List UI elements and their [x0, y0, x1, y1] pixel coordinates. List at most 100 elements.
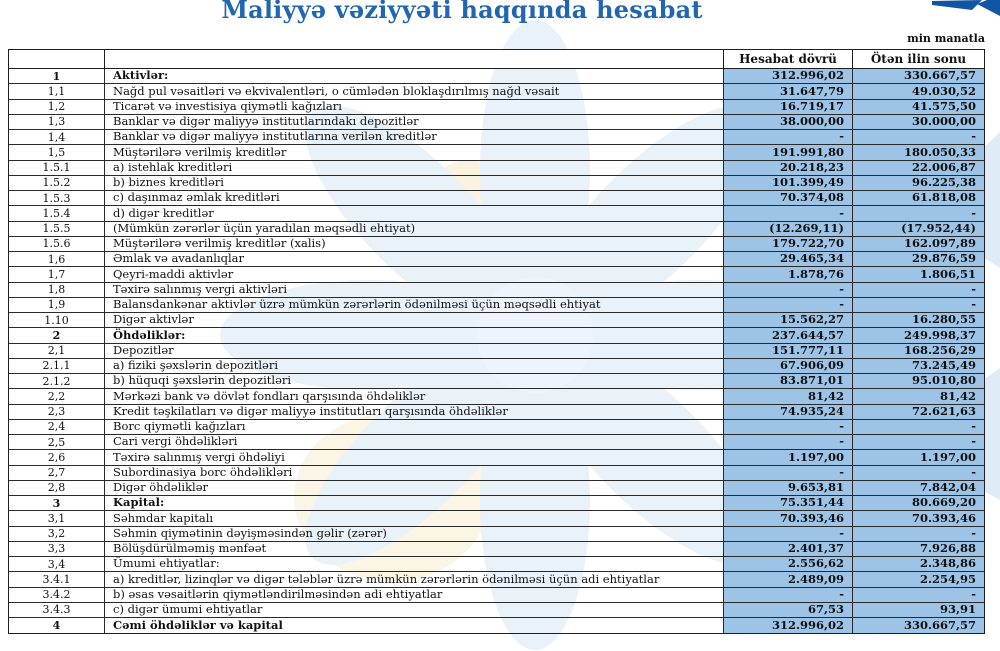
table-row: 1,5 Müştərilərə verilmiş kreditlər 191.9…	[9, 145, 984, 161]
row-value-previous: 61.818,08	[852, 191, 984, 206]
table-row: 3.4.2 b) əsas vəsaitlərin qiymətləndiril…	[9, 587, 984, 603]
row-value-period: -	[723, 419, 852, 434]
row-label: Bölüşdürülməmiş mənfəət	[104, 541, 723, 556]
row-value-period: 75.351,44	[723, 496, 852, 511]
row-label: Ümumi ehtiyatlar:	[104, 557, 723, 572]
header-previous: Ötən ilin sonu	[852, 50, 984, 68]
row-label: Subordinasiya borc öhdəlikləri	[104, 465, 723, 480]
row-label: b) hüquqi şəxslərin depozitləri	[104, 374, 723, 389]
row-value-previous: 95.010,80	[852, 374, 984, 389]
row-number: 1,7	[47, 267, 66, 281]
row-value-previous: -	[852, 282, 984, 297]
row-value-previous: -	[852, 206, 984, 221]
table-row: 1.5.2 b) biznes kreditləri 101.399,49 96…	[9, 175, 984, 191]
table-row: 1,4 Banklar və digər maliyyə institutlar…	[9, 130, 984, 146]
row-number: 3,2	[47, 527, 66, 541]
row-label: a) kreditlər, lizinqlər və digər tələblə…	[104, 572, 723, 587]
row-number: 3,1	[47, 511, 66, 525]
row-value-previous: -	[852, 526, 984, 541]
row-number: 3,3	[47, 542, 66, 556]
row-number: 1,4	[47, 130, 66, 144]
row-value-period: 312.996,02	[723, 69, 852, 84]
row-value-previous: 7.926,88	[852, 541, 984, 556]
row-number: 1,9	[47, 298, 66, 312]
table-header-row: Hesabat dövrü Ötən ilin sonu	[9, 50, 984, 69]
row-number: 2,2	[47, 389, 66, 403]
table-row: 3.4.1 a) kreditlər, lizinqlər və digər t…	[9, 572, 984, 588]
table-row: 3,2 Səhmin qiymətinin dəyişməsindən gəli…	[9, 526, 984, 542]
bank-logo-icon	[932, 0, 1000, 16]
table-row: 1,3 Banklar və digər maliyyə institutlar…	[9, 114, 984, 130]
row-label: b) biznes kreditləri	[104, 175, 723, 190]
row-value-previous: 93,91	[852, 602, 984, 617]
row-number: 2,8	[47, 481, 66, 495]
row-number: 1.5.5	[42, 222, 71, 236]
row-number: 1.5.1	[42, 161, 71, 175]
row-label: Əmlak və avadanlıqlar	[104, 252, 723, 267]
row-number: 1,6	[47, 252, 66, 266]
row-value-period: 15.562,27	[723, 313, 852, 328]
row-value-previous: 249.998,37	[852, 328, 984, 343]
row-value-previous: 30.000,00	[852, 114, 984, 129]
row-value-previous: 96.225,38	[852, 175, 984, 190]
row-value-period: 83.871,01	[723, 374, 852, 389]
row-value-previous: 2.254,95	[852, 572, 984, 587]
table-row: 3,4 Ümumi ehtiyatlar: 2.556,62 2.348,86	[9, 557, 984, 573]
row-label: Cari vergi öhdəlikləri	[104, 435, 723, 450]
row-value-period: 2.489,09	[723, 572, 852, 587]
row-value-previous: 7.842,04	[852, 480, 984, 495]
row-label: Borc qiymətli kağızları	[104, 419, 723, 434]
row-value-period: 81,42	[723, 389, 852, 404]
row-number: 1.5.2	[42, 176, 71, 190]
row-value-period: -	[723, 465, 852, 480]
row-number: 2,7	[47, 466, 66, 480]
row-number: 1.5.6	[42, 237, 71, 251]
row-number: 1.10	[44, 313, 69, 327]
row-value-period: 1.197,00	[723, 450, 852, 465]
row-value-period: 1.878,76	[723, 267, 852, 282]
row-value-period: 2.556,62	[723, 557, 852, 572]
row-value-previous: 49.030,52	[852, 84, 984, 99]
row-number: 1.5.4	[42, 206, 71, 220]
row-number: 3	[52, 496, 61, 510]
row-value-period: -	[723, 297, 852, 312]
row-value-period: -	[723, 130, 852, 145]
row-number: 1,2	[47, 100, 66, 114]
table-row: 2,7 Subordinasiya borc öhdəlikləri - -	[9, 465, 984, 481]
table-row: 1.10 Digər aktivlər 15.562,27 16.280,55	[9, 313, 984, 329]
table-row: 1,7 Qeyri-maddi aktivlər 1.878,76 1.806,…	[9, 267, 984, 283]
table-row: 3 Kapital: 75.351,44 80.669,20	[9, 496, 984, 512]
row-value-period: 9.653,81	[723, 480, 852, 495]
row-number: 2,3	[47, 405, 66, 419]
row-number: 1.5.3	[42, 191, 71, 205]
row-number: 3.4.3	[42, 603, 71, 617]
row-value-previous: -	[852, 419, 984, 434]
row-label: Təxirə salınmış vergi aktivləri	[104, 282, 723, 297]
row-number: 1,8	[47, 283, 66, 297]
row-value-period: -	[723, 587, 852, 602]
row-label: Aktivlər:	[104, 69, 723, 84]
row-label: Digər öhdəliklər	[104, 480, 723, 495]
row-label: c) daşınmaz əmlak kreditləri	[104, 191, 723, 206]
row-value-period: -	[723, 435, 852, 450]
row-value-previous: 73.245,49	[852, 358, 984, 373]
row-label: Kredit təşkilatları və digər maliyyə ins…	[104, 404, 723, 419]
table-row: 2 Öhdəliklər: 237.644,57 249.998,37	[9, 328, 984, 344]
row-value-previous: 330.667,57	[852, 618, 984, 634]
row-number: 2	[52, 328, 61, 342]
table-row: 2,6 Təxirə salınmış vergi öhdəliyi 1.197…	[9, 450, 984, 466]
row-value-previous: 180.050,33	[852, 145, 984, 160]
row-value-period: 70.374,08	[723, 191, 852, 206]
row-value-period: 29.465,34	[723, 252, 852, 267]
row-number: 1	[52, 69, 61, 83]
row-label: d) digər kreditlər	[104, 206, 723, 221]
row-label: Qeyri-maddi aktivlər	[104, 267, 723, 282]
table-row: 2,5 Cari vergi öhdəlikləri - -	[9, 435, 984, 451]
table-row: 4 Cəmi öhdəliklər və kapital 312.996,02 …	[9, 618, 984, 634]
row-value-period: 74.935,24	[723, 404, 852, 419]
row-number: 2.1.2	[42, 374, 71, 388]
row-number: 3,4	[47, 557, 66, 571]
row-value-previous: 29.876,59	[852, 252, 984, 267]
row-value-period: 2.401,37	[723, 541, 852, 556]
table-row: 2,8 Digər öhdəliklər 9.653,81 7.842,04	[9, 480, 984, 496]
